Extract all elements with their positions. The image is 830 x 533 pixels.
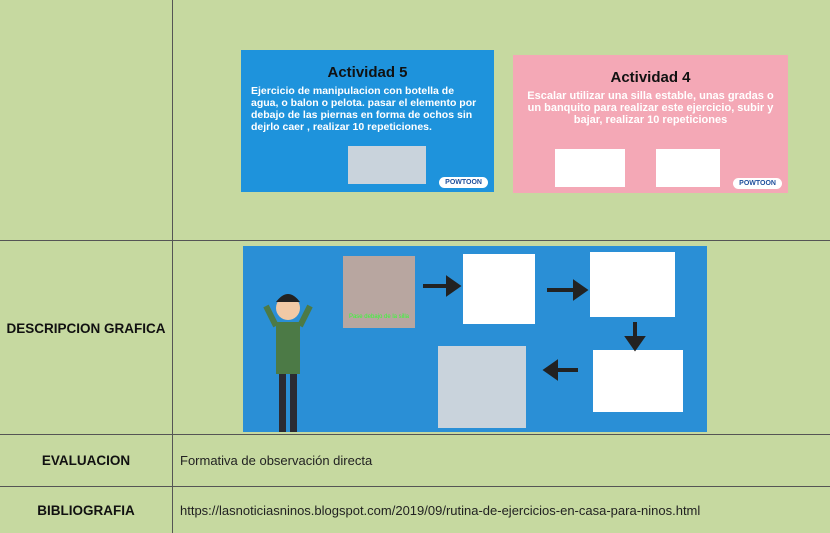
row-label: BIBLIOGRAFIA xyxy=(37,503,135,518)
graphic: Pase debajo de la silla xyxy=(263,252,683,432)
row-label: DESCRIPCION GRAFICA xyxy=(6,321,166,336)
row-content: Formativa de observación directa xyxy=(180,453,373,468)
card-text: Escalar utilizar una silla estable, unas… xyxy=(527,90,774,126)
exercise-image xyxy=(348,146,426,184)
card-title: Actividad 4 xyxy=(610,69,691,86)
exercise-image xyxy=(590,252,675,317)
logo: POWTOON xyxy=(733,178,782,189)
row-divider xyxy=(0,434,830,435)
arrows xyxy=(423,275,646,381)
photo xyxy=(343,256,415,328)
row-divider xyxy=(0,486,830,487)
activity-card: Actividad 4 Escalar utilizar una silla e… xyxy=(513,55,788,193)
photo-caption: Pase debajo de la silla xyxy=(349,314,410,320)
column-divider xyxy=(172,0,173,533)
row-label: EVALUACION xyxy=(41,453,131,468)
exercise-image xyxy=(463,254,535,324)
activity-card: Actividad 5 Ejercicio de manipulacion co… xyxy=(241,50,494,192)
cartoon-boy xyxy=(263,294,313,432)
exercise-image xyxy=(593,350,683,412)
exercise-image xyxy=(438,346,526,428)
card-title: Actividad 5 xyxy=(327,64,408,81)
row-divider xyxy=(0,240,830,241)
card-text: Ejercicio de manipulacion con botella de… xyxy=(251,85,477,133)
logo: POWTOON xyxy=(439,177,488,188)
exercise-image xyxy=(656,149,720,187)
exercise-image xyxy=(555,149,625,187)
graphic-panel: Pase debajo de la silla xyxy=(243,246,707,432)
row-content: https://lasnoticiasninos.blogspot.com/20… xyxy=(180,503,701,518)
